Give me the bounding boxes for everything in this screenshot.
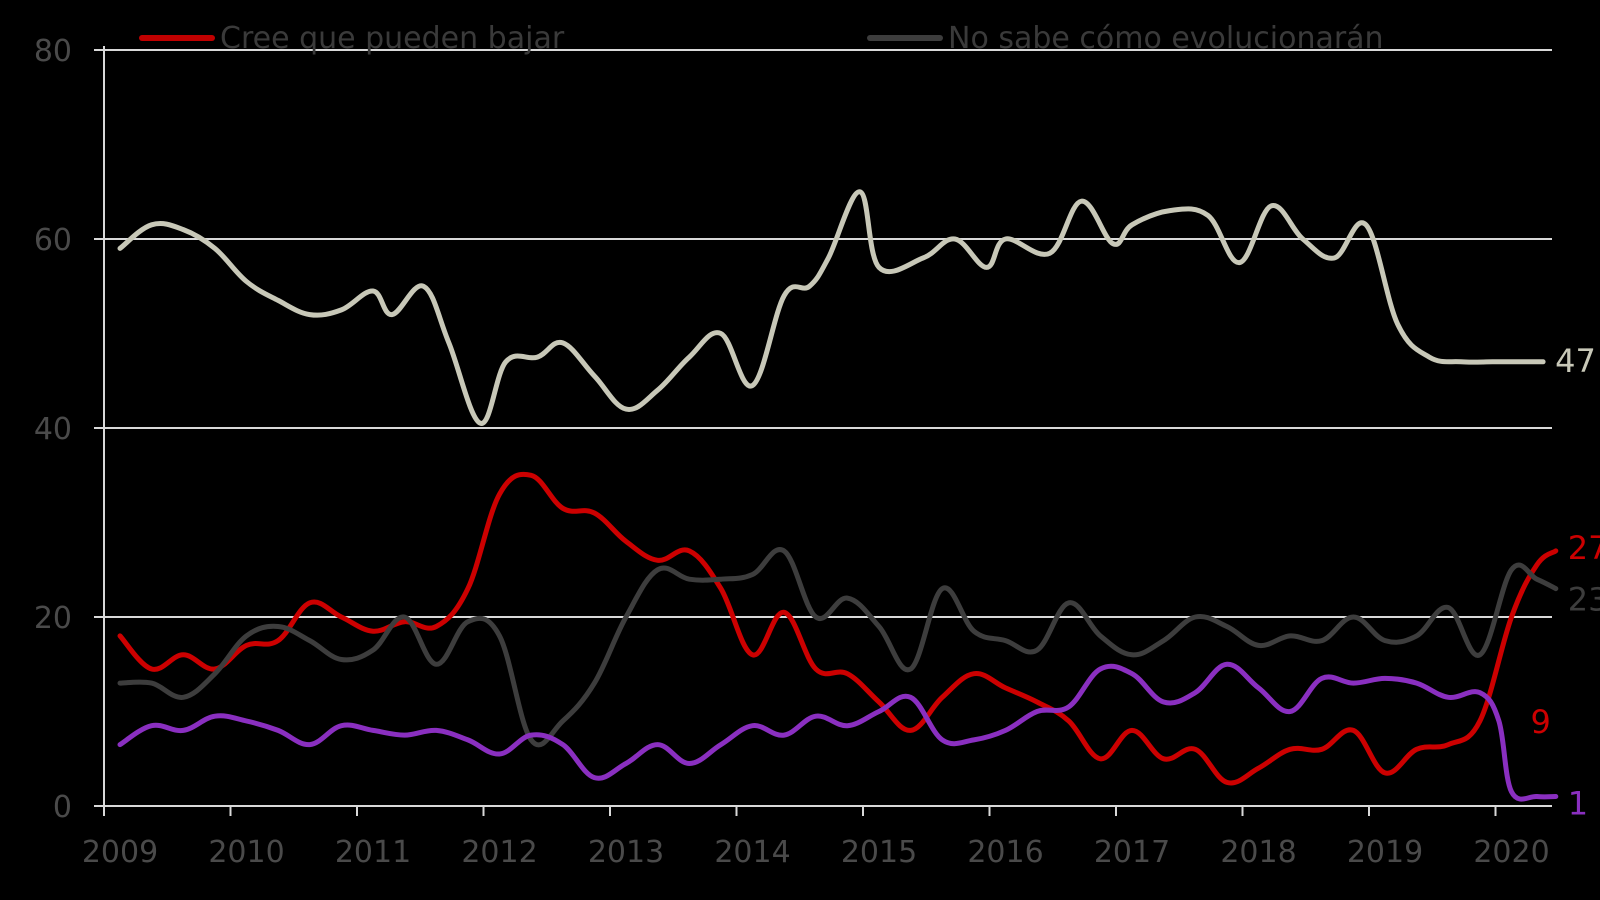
x-tick-label-2020: 2020 — [1473, 835, 1549, 870]
x-tick-label-2018: 2018 — [1220, 835, 1296, 870]
x-tick-label-2013: 2013 — [588, 835, 664, 870]
x-tick-label-2015: 2015 — [841, 835, 917, 870]
legend-label-1: No sabe cómo evolucionarán — [948, 21, 1384, 56]
y-tick-label-0: 0 — [53, 790, 72, 825]
y-tick-label-60: 60 — [34, 223, 72, 258]
x-tick-label-2011: 2011 — [335, 835, 411, 870]
legend: Cree que pueden bajar No sabe cómo evoluc… — [139, 21, 1384, 56]
x-tick-label-2012: 2012 — [461, 835, 537, 870]
series-dark-grey-line — [117, 547, 1559, 748]
x-tick-label-2017: 2017 — [1094, 835, 1170, 870]
y-tick-label-40: 40 — [34, 412, 72, 447]
y-tick-label-80: 80 — [34, 34, 72, 69]
series-light-grey-end-label: 47 — [1555, 342, 1596, 380]
series-lines — [117, 189, 1559, 802]
axes — [103, 46, 1552, 807]
x-tick-label-2016: 2016 — [967, 835, 1043, 870]
x-tick-label-2009: 2009 — [82, 835, 158, 870]
annotation-label-0: 9 — [1530, 703, 1550, 741]
series-purple-line — [117, 661, 1559, 802]
legend-label-0: Cree que pueden bajar — [220, 21, 565, 56]
series-light-grey-line — [117, 189, 1546, 426]
series-dark-grey-end-label: 23 — [1568, 581, 1600, 619]
grid-lines — [104, 49, 1552, 618]
y-tick-label-20: 20 — [34, 601, 72, 636]
x-tick-label-2019: 2019 — [1347, 835, 1423, 870]
y-axis-ticks: 0 20 40 60 80 — [34, 34, 104, 825]
x-tick-label-2014: 2014 — [714, 835, 790, 870]
series-purple-end-label: 1 — [1568, 785, 1588, 823]
series-red-end-label: 27 — [1568, 529, 1600, 567]
x-tick-label-2010: 2010 — [208, 835, 284, 870]
x-axis-ticks: 2009 2010 2011 2012 2013 2014 2015 2016 2017 2018… — [82, 806, 1550, 870]
series-red-line — [117, 471, 1559, 786]
